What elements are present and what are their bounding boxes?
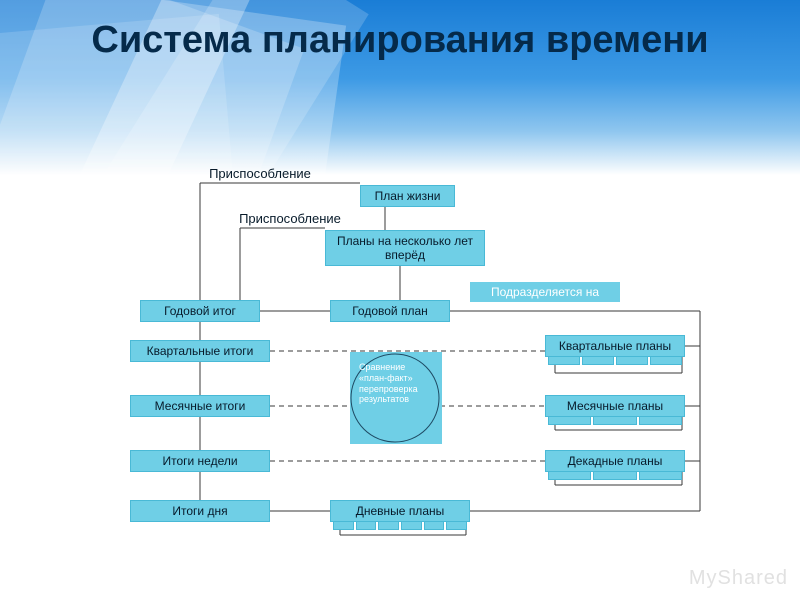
m-plans-sub-0	[548, 417, 591, 425]
box-day_results: Итоги дня	[130, 500, 270, 522]
q-plans-sub-0	[548, 357, 580, 365]
label-adapt-2: Приспособление	[225, 210, 355, 228]
q-plans-sub-1	[582, 357, 614, 365]
box-m_results: Месячные итоги	[130, 395, 270, 417]
box-m_plans: Месячные планы	[545, 395, 685, 417]
day-plans-sub-1	[356, 522, 377, 530]
label-subdiv: Подразделяется на	[470, 282, 620, 302]
day-plans-sub-0	[333, 522, 354, 530]
label-adapt-1: Приспособление	[195, 165, 325, 183]
box-life_plan: План жизни	[360, 185, 455, 207]
slide: Система планирования времени План жизниП…	[0, 0, 800, 600]
box-d_plans: Декадные планы	[545, 450, 685, 472]
watermark: MyShared	[689, 567, 788, 590]
d-plans-sub-2	[639, 472, 682, 480]
box-q_plans: Квартальные планы	[545, 335, 685, 357]
q-plans-sub-3	[650, 357, 682, 365]
box-day_plans: Дневные планы	[330, 500, 470, 522]
q-plans-sub-2	[616, 357, 648, 365]
m-plans-sub-2	[639, 417, 682, 425]
day-plans-sub-4	[424, 522, 445, 530]
m-plans-sub-1	[593, 417, 636, 425]
box-year_result: Годовой итог	[140, 300, 260, 322]
box-w_results: Итоги недели	[130, 450, 270, 472]
day-plans-sub-5	[446, 522, 467, 530]
d-plans-sub-1	[593, 472, 636, 480]
box-q_results: Квартальные итоги	[130, 340, 270, 362]
box-multi_year: Планы на несколько лет вперёд	[325, 230, 485, 266]
circle-text: Сравнение «план-факт» перепроверка резул…	[355, 360, 435, 436]
box-year_plan: Годовой план	[330, 300, 450, 322]
d-plans-sub-0	[548, 472, 591, 480]
day-plans-sub-2	[378, 522, 399, 530]
day-plans-sub-3	[401, 522, 422, 530]
